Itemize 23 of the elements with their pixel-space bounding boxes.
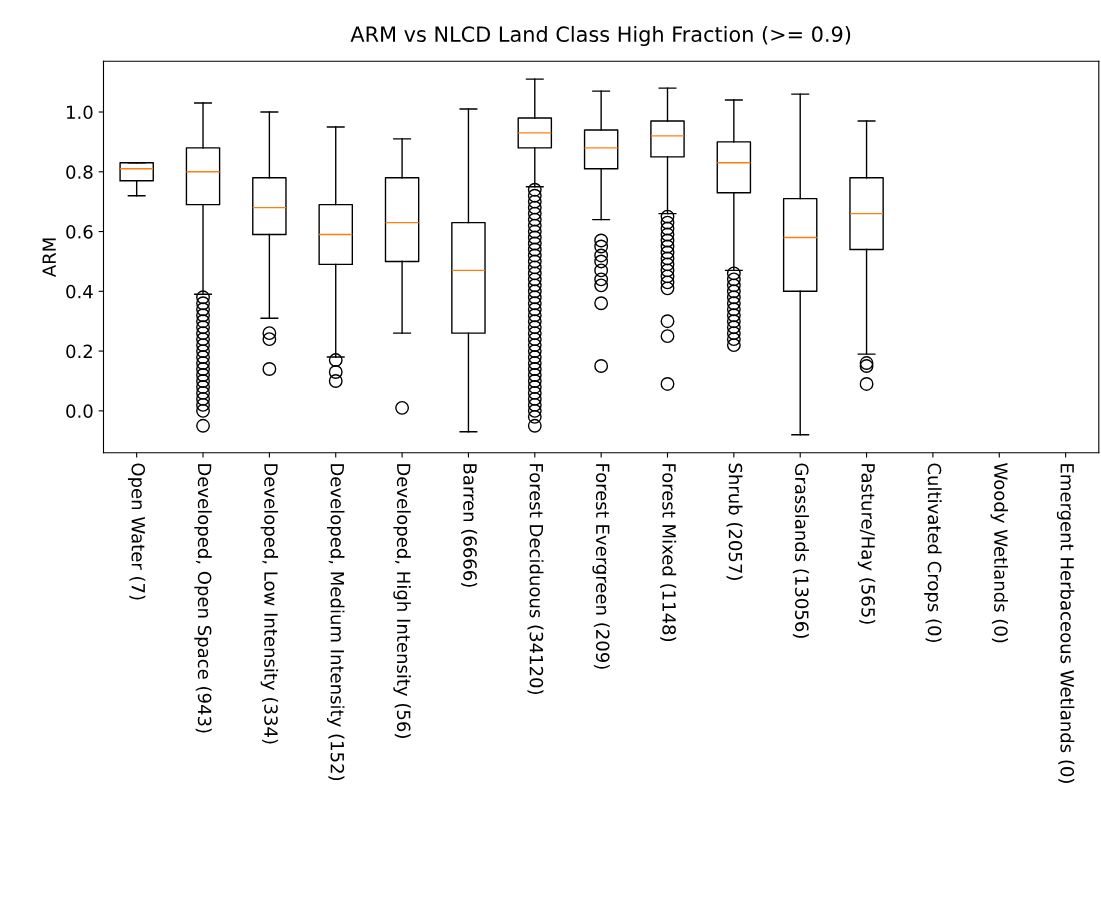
x-tick-label: Shrub (2057)	[726, 463, 743, 580]
y-tick-label: 0.0	[66, 404, 93, 418]
x-tick-label: Cultivated Crops (0)	[924, 463, 942, 643]
y-tick-label: 1.0	[67, 105, 93, 120]
x-tick-label: Forest Mixed (1148)	[660, 464, 677, 642]
y-axis-title: ARM	[42, 238, 56, 278]
x-tick-label: Pasture/Hay (565)	[857, 464, 876, 624]
x-tick-label: Woody Wetlands (0)	[990, 463, 1008, 643]
y-tick-label: 0.2	[66, 344, 92, 359]
x-tick-label: Forest Deciduous (34120)	[527, 464, 544, 695]
y-tick-label: 0.8	[66, 165, 93, 179]
y-tick-label: 0.6	[66, 225, 93, 239]
x-tick-label: Developed, Open Space (943)	[194, 464, 212, 733]
x-tick-label: Developed, Low Intensity (334)	[260, 464, 279, 744]
x-tick-label: Developed, High Intensity (56)	[393, 464, 411, 738]
x-tick-label: Emergent Herbaceous Wetlands (0)	[1056, 464, 1075, 783]
x-tick-label: Open Water (7)	[127, 463, 146, 600]
x-tick-label: Barren (6666)	[461, 464, 478, 587]
x-tick-label: Developed, Medium Intensity (152)	[326, 464, 345, 781]
chart-title: ARM vs NLCD Land Class High Fraction (>= 0.9)	[350, 25, 851, 47]
y-tick-label: 0.4	[66, 284, 93, 299]
x-tick-label: Grasslands (13056)	[792, 463, 809, 638]
x-tick-label: Forest Evergreen (209)	[592, 464, 610, 669]
